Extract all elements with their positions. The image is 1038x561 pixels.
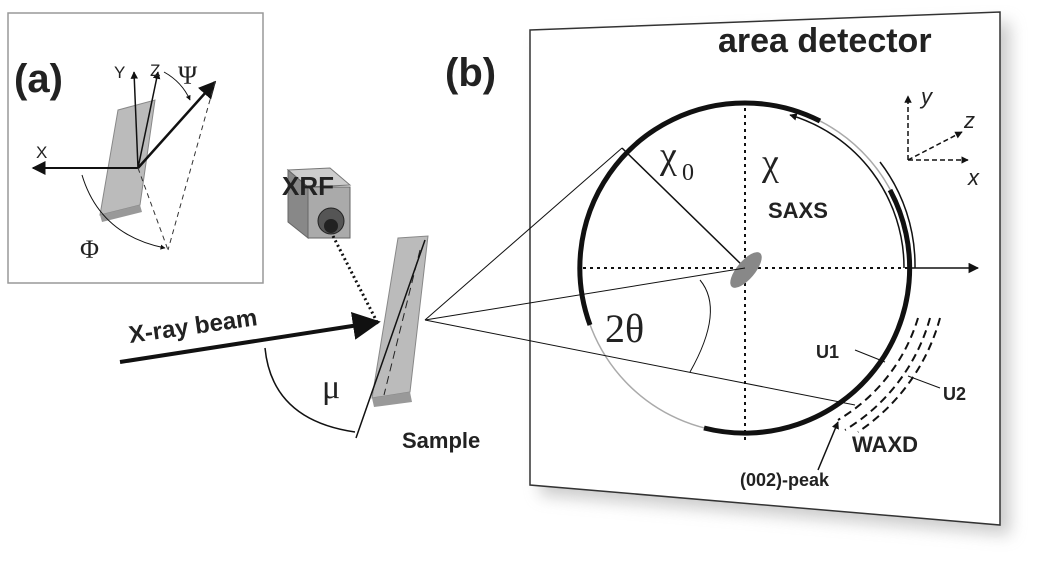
xrf-label: XRF — [282, 171, 334, 201]
panel-b: (b) area detector χ 0 χ SAXS 2θ y z x U1… — [425, 12, 1010, 535]
axis-label: x — [967, 165, 980, 190]
axis-label: Z — [150, 61, 160, 80]
axis-label: X — [36, 143, 47, 162]
diagram: (a) Y Z X Ψ Φ XRF X-ray beam μ Sample (b… — [0, 0, 1038, 561]
saxs-label: SAXS — [768, 198, 828, 223]
axis-label: y — [919, 84, 934, 109]
angle-label: Ψ — [178, 61, 198, 90]
detector-label: area detector — [718, 22, 932, 60]
chi-label: χ — [761, 142, 779, 184]
panel-a: (a) Y Z X Ψ Φ — [8, 13, 263, 283]
panel-label: (b) — [445, 51, 496, 95]
panel-label: (a) — [14, 57, 63, 101]
angle-label: Φ — [80, 235, 99, 264]
xrf-path — [333, 236, 375, 318]
u2-label: U2 — [943, 384, 966, 404]
camera-lens — [324, 219, 338, 233]
mu-arc — [265, 348, 355, 432]
waxd-label: WAXD — [852, 432, 918, 457]
sample-prism — [372, 236, 428, 398]
axis-label: Y — [114, 63, 125, 82]
chi0-symbol: χ — [659, 135, 677, 177]
peak-label: (002)-peak — [740, 470, 830, 490]
mu-label: μ — [322, 369, 340, 406]
sample-label: Sample — [402, 428, 480, 453]
two-theta-label: 2θ — [605, 306, 644, 351]
u1-label: U1 — [816, 342, 839, 362]
chi0-subscript: 0 — [682, 160, 694, 186]
axis-label: z — [963, 108, 975, 133]
